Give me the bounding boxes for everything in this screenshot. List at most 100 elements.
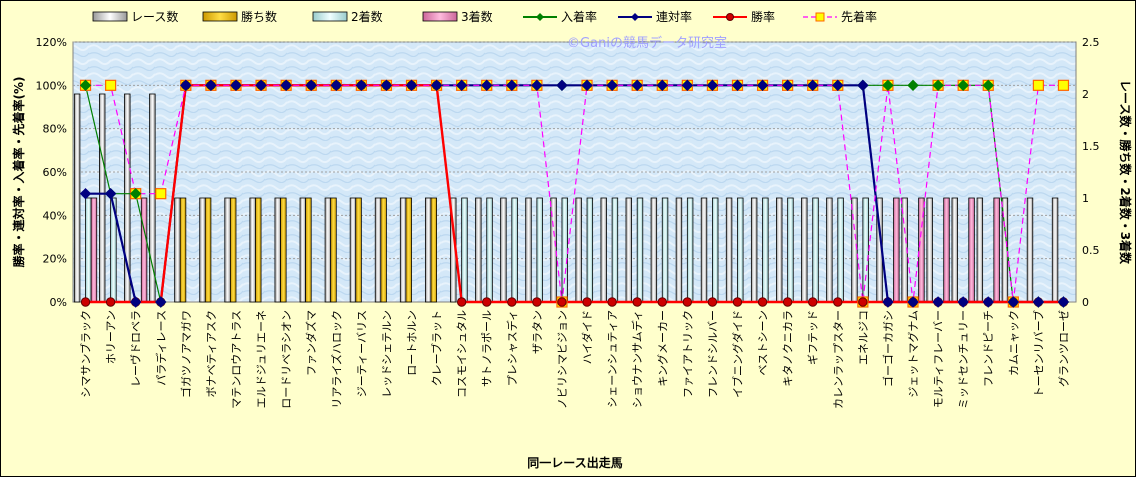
watermark: ©Ganiの競馬データ研究室 [567, 35, 727, 51]
legend-marker [536, 13, 544, 21]
category-label: カレンラップスター [832, 310, 845, 409]
marker-win-rate [80, 297, 91, 307]
marker-連対率 [1032, 296, 1045, 308]
bar [140, 197, 148, 303]
y-left-tick-label: 0% [50, 296, 67, 309]
bar [812, 197, 819, 303]
bar [725, 197, 733, 303]
bar [762, 197, 769, 303]
bar [862, 197, 869, 303]
bar [712, 197, 719, 303]
legend-label: レース数 [131, 9, 178, 24]
marker-入着率 [79, 79, 92, 92]
marker-連対率 [305, 79, 317, 92]
series-lines [84, 84, 1064, 304]
bar [249, 197, 256, 303]
bar [776, 197, 783, 303]
marker-連対率 [556, 79, 568, 92]
marker-連対率 [807, 79, 819, 92]
marker-senchaku [1057, 79, 1070, 91]
bar [661, 197, 669, 303]
bar [255, 197, 262, 303]
legend-swatch [202, 11, 238, 22]
category-label: ゴガツノアマガワ [179, 310, 193, 398]
category-label: ボナベティアスク [205, 310, 218, 397]
category-label: フレンドピーチ [982, 310, 995, 387]
legend-marker [815, 12, 825, 22]
bar [149, 93, 156, 303]
marker-連対率 [330, 79, 342, 92]
legend-label: 勝率 [751, 9, 775, 24]
y-right-tick-label: 1.5 [1082, 140, 1100, 153]
marker-win-rate [456, 297, 467, 307]
bar [675, 197, 683, 303]
marker-win-rate [582, 297, 592, 307]
bar [511, 197, 518, 303]
bar [399, 197, 407, 303]
category-label: グランツローゼ [1056, 310, 1070, 387]
marker-入着率 [957, 79, 969, 92]
bar [837, 197, 844, 303]
legend-label: 先着率 [841, 9, 877, 24]
y-right-tick-label: 2.5 [1082, 36, 1100, 49]
category-label: エネルジコ [857, 310, 870, 365]
marker-win-rate [657, 297, 667, 307]
y-axis-right-title: レース数・勝ち数・2着数・3着数 [1118, 80, 1133, 265]
marker-win-rate [782, 297, 793, 307]
marker-連対率 [380, 79, 393, 92]
category-label: シェーンシュティア [606, 310, 619, 408]
bar [355, 197, 362, 303]
marker-連対率 [455, 79, 468, 92]
marker-連対率 [129, 296, 142, 308]
category-label: ザラタン [531, 310, 544, 354]
category-label: ファイアトリック [681, 310, 694, 398]
marker-連対率 [656, 79, 668, 92]
line-先着率 [85, 84, 1064, 303]
bar [500, 197, 507, 303]
marker-連対率 [506, 79, 518, 92]
category-label: ショウナンサムディ [630, 310, 644, 408]
bar [1026, 197, 1034, 303]
marker-win-rate [632, 297, 642, 307]
marker-連対率 [104, 187, 117, 200]
category-label: ノビリシマビジョン [556, 310, 569, 409]
marker-入着率 [907, 79, 919, 92]
marker-連対率 [756, 79, 769, 92]
bar [229, 197, 237, 303]
bar [787, 197, 794, 303]
bar [179, 197, 187, 303]
bar [650, 197, 658, 303]
bar [90, 197, 98, 303]
y-left-tick-label: 20% [43, 253, 67, 266]
bar [943, 197, 950, 303]
marker-連対率 [731, 79, 744, 92]
bar [600, 197, 607, 303]
marker-win-rate [482, 297, 492, 307]
bar [349, 197, 357, 303]
marker-win-rate [707, 297, 718, 307]
legend: レース数 勝ち数 2着数 3着数 入着率 連対率 勝率 先着率 [92, 9, 877, 24]
x-axis-title: 同一レース出走馬 [527, 455, 622, 470]
marker-win-rate [682, 297, 693, 307]
category-label: クレーブラット [430, 310, 444, 386]
category-label: キタノクニカラ [782, 310, 795, 387]
category-label: レッドシェテルン [380, 310, 393, 398]
bar [951, 197, 958, 303]
marker-win-rate [757, 297, 768, 307]
bars [73, 93, 1059, 303]
bar [625, 197, 632, 303]
bar [99, 93, 106, 303]
category-label: ゴーゴーカガシ [881, 310, 895, 387]
category-label: ロートホルン [406, 310, 419, 376]
bar [893, 197, 900, 303]
bar [224, 197, 231, 303]
marker-連対率 [155, 296, 167, 308]
bar [73, 93, 81, 303]
bar [330, 197, 337, 303]
category-label: ファンダズマ [304, 310, 318, 376]
category-label: トーセンリバーブ [1031, 310, 1045, 397]
marker-連対率 [857, 79, 869, 92]
marker-連対率 [681, 79, 694, 92]
